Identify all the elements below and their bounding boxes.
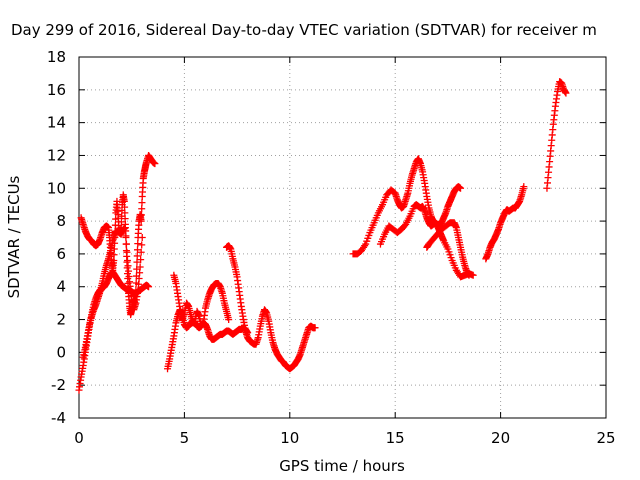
series-s5	[170, 271, 233, 330]
axis-ticks: 0 5 10 15 20 25 -4 -2 0 2 4 6 8 10 12 14 16 18	[47, 48, 616, 447]
y-tick-label: 8	[56, 212, 66, 230]
y-tick-label: 16	[47, 81, 66, 99]
data-point	[123, 248, 131, 256]
data-point	[145, 283, 153, 291]
y-tick-label: 18	[47, 48, 66, 66]
data-point	[137, 256, 145, 264]
grid-lines	[79, 57, 606, 418]
data-point	[137, 217, 145, 225]
data-point	[137, 248, 145, 256]
series-s2	[77, 151, 159, 319]
data-point	[138, 199, 146, 207]
x-tick-label: 20	[491, 429, 510, 447]
y-tick-label: 4	[56, 278, 66, 296]
y-axis-label: SDTVAR / TECUs	[5, 175, 23, 298]
data-point	[133, 246, 141, 254]
data-point	[133, 252, 141, 260]
series-s7	[349, 155, 465, 258]
data-point	[311, 324, 319, 332]
plot-frame	[78, 56, 607, 419]
data-point	[457, 184, 465, 192]
x-tick-label: 15	[386, 429, 405, 447]
y-tick-label: 0	[56, 343, 66, 361]
y-tick-label: -4	[51, 409, 66, 427]
series-s1	[75, 268, 153, 394]
data-point	[138, 234, 146, 241]
y-tick-label: 12	[47, 146, 66, 164]
data-point	[121, 224, 129, 232]
series-s6	[223, 242, 319, 373]
data-point	[225, 316, 233, 324]
data-point	[361, 242, 369, 250]
chart-title: Day 299 of 2016, Sidereal Day-to-day VTE…	[11, 21, 597, 39]
y-tick-label: 6	[56, 245, 66, 263]
data-point	[136, 263, 144, 271]
data-point	[138, 241, 146, 249]
x-tick-label: 0	[74, 429, 84, 447]
y-tick-label: 10	[47, 179, 66, 197]
data-point	[465, 271, 473, 279]
data-point	[520, 183, 528, 191]
data-point	[122, 232, 130, 240]
series-s9	[423, 219, 473, 279]
data-point	[122, 240, 130, 248]
y-tick-label: -2	[51, 376, 66, 394]
series-s10	[482, 183, 528, 263]
series-s8	[376, 201, 477, 281]
data-point	[133, 258, 141, 266]
y-tick-label: 2	[56, 311, 66, 329]
series-s11	[543, 78, 570, 192]
series-s3	[79, 224, 146, 361]
data-point	[134, 240, 142, 248]
data-point	[137, 211, 145, 219]
series-s4	[164, 306, 252, 373]
y-tick-label: 14	[47, 114, 66, 132]
data-point	[138, 205, 146, 213]
data-marks	[75, 78, 570, 394]
x-tick-label: 10	[280, 429, 299, 447]
x-axis-label: GPS time / hours	[279, 457, 405, 475]
data-point	[151, 160, 159, 168]
x-tick-label: 5	[180, 429, 190, 447]
x-tick-label: 25	[596, 429, 615, 447]
data-point	[562, 89, 570, 97]
